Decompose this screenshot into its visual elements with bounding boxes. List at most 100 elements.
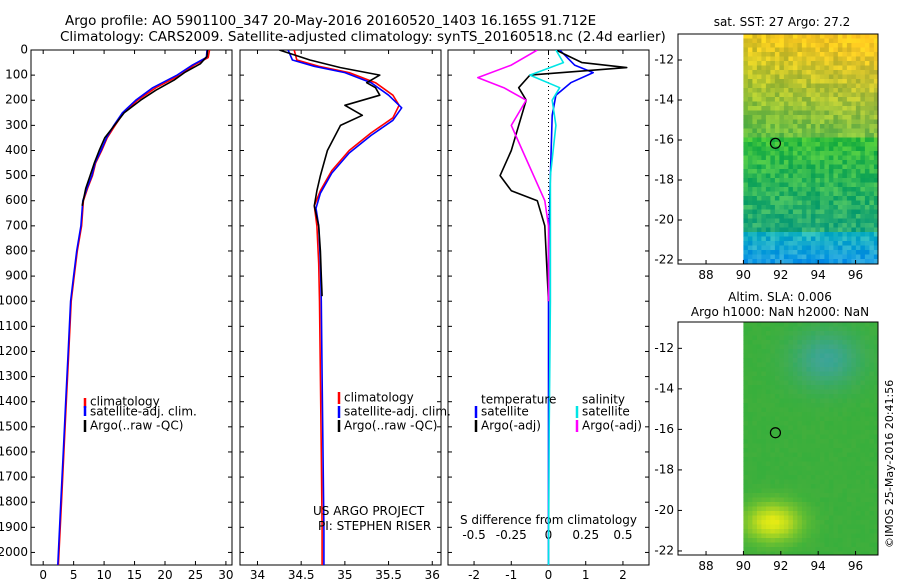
map-cell [815, 38, 821, 44]
map-cell [770, 430, 776, 435]
map-cell [842, 106, 848, 111]
map-cell [797, 160, 803, 165]
map-cell [761, 434, 767, 440]
map-cell [770, 187, 776, 192]
map-cell [797, 47, 803, 53]
map-cell [743, 83, 749, 89]
map-cell [842, 250, 848, 255]
map-cell [815, 533, 821, 539]
map-cell [846, 362, 852, 368]
map-cell [846, 47, 852, 53]
map-cell [801, 119, 807, 125]
map-cell [855, 173, 861, 179]
map-cell [792, 133, 798, 138]
map-cell [855, 178, 861, 183]
map-cell [833, 259, 839, 264]
map-cell [756, 65, 762, 71]
map-cell [792, 403, 798, 408]
map-cell [819, 173, 825, 179]
map-cell [810, 52, 816, 57]
map-cell [815, 214, 821, 219]
map-cell [801, 497, 807, 503]
map-cell [824, 74, 830, 80]
map-cell [828, 47, 834, 53]
map-cell [761, 461, 767, 467]
map-cell [797, 416, 803, 422]
map-cell [869, 434, 875, 440]
map-cell [806, 214, 812, 219]
map-cell [851, 34, 857, 39]
map-cell [761, 511, 767, 516]
map-cell [788, 371, 794, 377]
map-cell [869, 353, 875, 359]
map-cell [756, 376, 762, 381]
map-cell [869, 88, 875, 93]
map-cell [747, 362, 753, 368]
map-cell [788, 488, 794, 494]
map-cell [765, 191, 771, 197]
x-tick-label: 0 [39, 568, 47, 580]
map-cell [783, 259, 789, 264]
map-cell [770, 389, 776, 395]
map-cell [819, 182, 825, 188]
map-cell [819, 133, 825, 138]
map-cell [743, 101, 749, 107]
map-cell [851, 56, 857, 62]
map-cell [855, 371, 861, 377]
map-cell [765, 340, 771, 345]
map-cell [765, 488, 771, 494]
map-cell [774, 385, 780, 390]
map-cell [770, 101, 776, 107]
map-cell [864, 358, 870, 363]
map-cell [761, 551, 767, 555]
map-cell [864, 520, 870, 525]
map-cell [815, 484, 821, 489]
map-cell [810, 461, 816, 467]
y-tick-label: 1500 [0, 419, 28, 433]
map-cell [774, 218, 780, 224]
map-cell [815, 479, 821, 485]
map-cell [864, 38, 870, 44]
map-cell [779, 457, 785, 462]
map-cell [819, 205, 825, 210]
map-cell [864, 106, 870, 111]
map-cell [797, 92, 803, 98]
map-cell [864, 223, 870, 228]
plot-frame [239, 49, 442, 566]
map-cell [756, 47, 762, 53]
map-cell [783, 470, 789, 476]
map-cell [788, 83, 794, 89]
map-cell [837, 398, 843, 404]
map-cell [824, 119, 830, 125]
map-cell [873, 214, 878, 219]
map-cell [801, 106, 807, 111]
map-cell [743, 209, 749, 215]
map-cell [846, 142, 852, 147]
map-cell [792, 412, 798, 417]
map-cell [792, 529, 798, 534]
map-cell [833, 34, 839, 39]
map-cell [806, 209, 812, 215]
map-cell [837, 542, 843, 548]
map-cell [765, 236, 771, 242]
map-cell [756, 448, 762, 453]
map-cell [756, 380, 762, 386]
map-cell [788, 524, 794, 530]
map-cell [788, 106, 794, 111]
map-cell [783, 155, 789, 161]
x-tick-label: 20 [157, 568, 172, 580]
map-cell [801, 425, 807, 431]
map-cell [824, 205, 830, 210]
map-cell [869, 421, 875, 426]
map-cell [864, 331, 870, 336]
map-cell [797, 484, 803, 489]
map-cell [761, 200, 767, 206]
map-x-tick-label: 92 [773, 559, 788, 573]
map-cell [765, 502, 771, 507]
map-cell [824, 538, 830, 543]
map-cell [797, 232, 803, 237]
map-cell [747, 209, 753, 215]
map-cell [801, 115, 807, 120]
map-cell [810, 205, 816, 210]
map-cell [851, 475, 857, 480]
